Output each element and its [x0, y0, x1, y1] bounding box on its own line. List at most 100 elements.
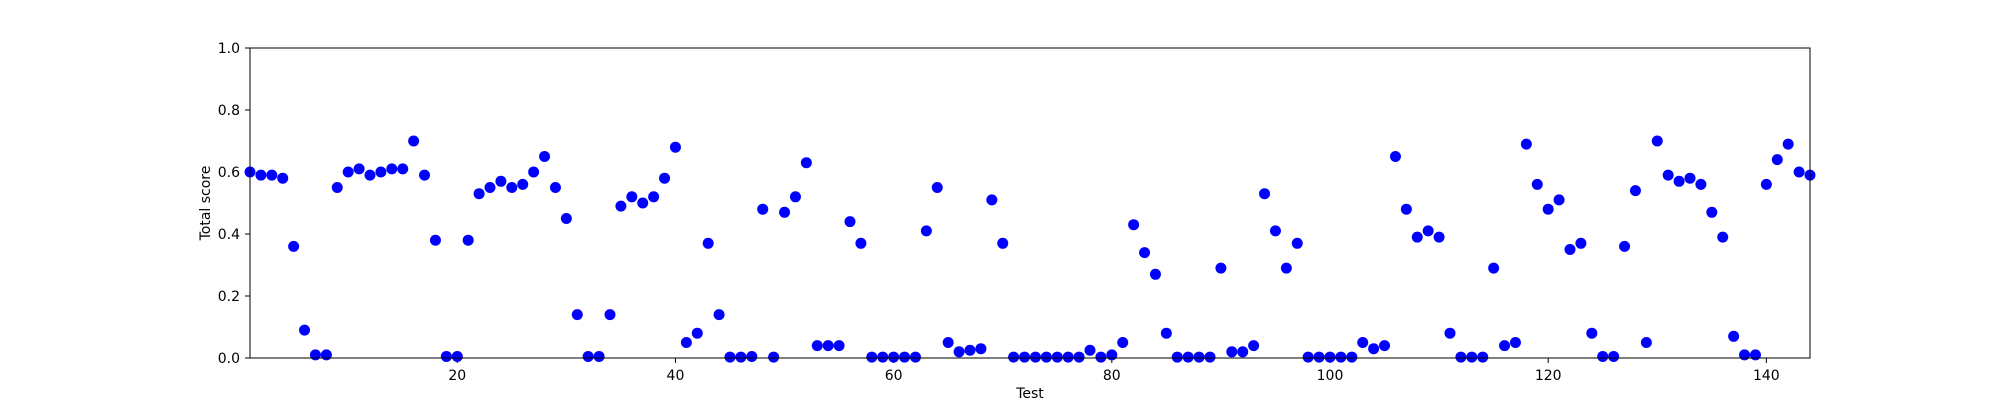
data-point — [1619, 240, 1631, 252]
data-point — [1259, 188, 1271, 200]
data-point — [1673, 175, 1685, 187]
x-tick-label: 40 — [667, 368, 685, 384]
data-point — [1608, 350, 1620, 362]
data-point — [1149, 268, 1161, 280]
data-point — [1193, 351, 1205, 363]
data-point — [440, 350, 452, 362]
y-tick-label: 0.0 — [218, 351, 240, 367]
data-point — [1291, 237, 1303, 249]
data-point — [1051, 351, 1063, 363]
x-tick-label: 20 — [448, 368, 466, 384]
data-point — [299, 324, 311, 336]
data-point — [1346, 351, 1358, 363]
data-point — [1389, 151, 1401, 162]
data-point — [1269, 225, 1281, 237]
data-point — [1706, 206, 1718, 218]
data-point — [1455, 351, 1467, 363]
data-point — [942, 337, 954, 348]
y-tick-label: 0.2 — [218, 289, 240, 305]
data-point — [506, 182, 518, 193]
x-tick-label: 120 — [1535, 368, 1562, 384]
data-point — [1062, 351, 1074, 363]
data-point — [1248, 340, 1260, 352]
data-point — [811, 340, 823, 352]
data-point — [604, 309, 616, 321]
data-point — [1084, 344, 1096, 356]
x-tick-label: 140 — [1753, 368, 1780, 384]
data-point — [768, 351, 780, 363]
data-point — [1117, 337, 1129, 348]
data-point — [1695, 178, 1707, 190]
data-point — [1749, 349, 1761, 361]
data-point — [920, 225, 932, 237]
data-point — [659, 172, 671, 184]
data-point — [451, 350, 463, 362]
data-point — [735, 351, 747, 363]
data-point — [1182, 351, 1194, 363]
data-point — [964, 344, 976, 356]
data-point — [877, 351, 889, 363]
data-points — [244, 135, 1816, 363]
data-point — [277, 172, 289, 184]
data-point — [1520, 138, 1532, 150]
data-point — [1008, 351, 1020, 363]
data-point — [1542, 203, 1554, 215]
data-point — [593, 350, 605, 362]
data-point — [648, 191, 660, 203]
data-point — [789, 191, 801, 203]
data-point — [1651, 135, 1663, 147]
data-point — [1302, 351, 1314, 363]
x-tick-label: 80 — [1103, 368, 1121, 384]
x-axis-label: Test — [1015, 386, 1044, 400]
data-point — [855, 237, 867, 249]
data-point — [1171, 351, 1183, 363]
data-point — [680, 337, 692, 348]
data-point — [800, 157, 812, 169]
data-point — [1782, 138, 1794, 150]
data-point — [1422, 225, 1434, 237]
data-point — [844, 216, 856, 228]
data-point — [1379, 340, 1391, 352]
y-tick-label: 0.8 — [218, 103, 240, 119]
data-point — [419, 169, 431, 181]
data-point — [1019, 351, 1031, 363]
data-point — [1597, 350, 1609, 362]
data-point — [1444, 327, 1456, 339]
data-point — [702, 237, 714, 249]
data-point — [899, 351, 911, 363]
data-point — [484, 182, 496, 193]
data-point — [560, 213, 572, 224]
data-point — [1040, 351, 1052, 363]
data-point — [1237, 346, 1249, 358]
data-point — [1499, 340, 1511, 352]
data-point — [571, 309, 583, 321]
data-point — [1564, 244, 1576, 255]
data-point — [953, 346, 965, 358]
data-point — [1400, 203, 1412, 215]
data-point — [1739, 349, 1751, 361]
axis-ticks: 20 40 60 80 100 120 140 0.0 0.2 0.4 0.6 0.8 1.0 — [218, 41, 1780, 384]
data-point — [375, 166, 387, 178]
data-point — [386, 163, 398, 175]
data-point — [1728, 330, 1740, 342]
data-point — [1629, 185, 1641, 197]
data-point — [539, 151, 551, 162]
y-tick-label: 1.0 — [218, 41, 240, 57]
data-point — [549, 182, 561, 193]
data-point — [1553, 194, 1565, 206]
data-point — [691, 327, 703, 339]
data-point — [1433, 231, 1445, 243]
data-point — [724, 351, 736, 363]
data-point — [1204, 351, 1216, 363]
data-point — [822, 340, 834, 352]
plot-frame — [249, 47, 1811, 359]
data-point — [1684, 172, 1696, 184]
data-point — [1095, 351, 1107, 363]
data-point — [1466, 351, 1478, 363]
data-point — [1139, 247, 1151, 259]
data-point — [1640, 337, 1652, 348]
data-point — [997, 237, 1009, 249]
data-point — [909, 351, 921, 363]
data-point — [1411, 231, 1423, 243]
